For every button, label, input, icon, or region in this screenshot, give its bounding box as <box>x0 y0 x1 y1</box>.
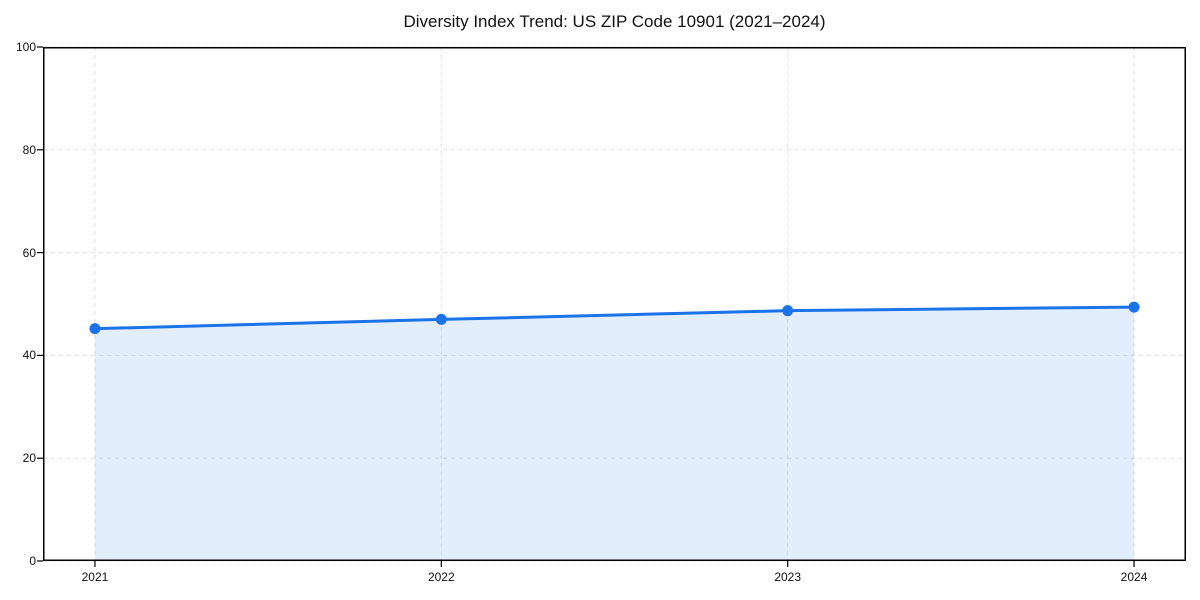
data-point-marker <box>89 323 101 335</box>
y-tick-label: 40 <box>22 348 36 363</box>
chart-title: Diversity Index Trend: US ZIP Code 10901… <box>403 12 826 31</box>
area-fill <box>94 307 1135 561</box>
trend-line <box>93 305 1136 331</box>
y-tick-label: 0 <box>29 554 36 568</box>
axis-border <box>43 47 1186 561</box>
x-tick-label: 2024 <box>1120 570 1148 584</box>
y-tick-label: 100 <box>15 40 36 54</box>
x-tick-label: 2023 <box>774 570 802 584</box>
x-tick-label: 2021 <box>81 570 109 584</box>
data-point-marker <box>435 313 447 325</box>
data-point-marker <box>1128 301 1140 313</box>
plot-area <box>37 46 1186 567</box>
data-point-marker <box>782 305 794 317</box>
y-tick-label: 80 <box>22 142 36 157</box>
y-tick-label: 20 <box>22 451 36 466</box>
x-tick-label: 2022 <box>427 570 455 584</box>
y-tick-label: 60 <box>22 245 36 260</box>
